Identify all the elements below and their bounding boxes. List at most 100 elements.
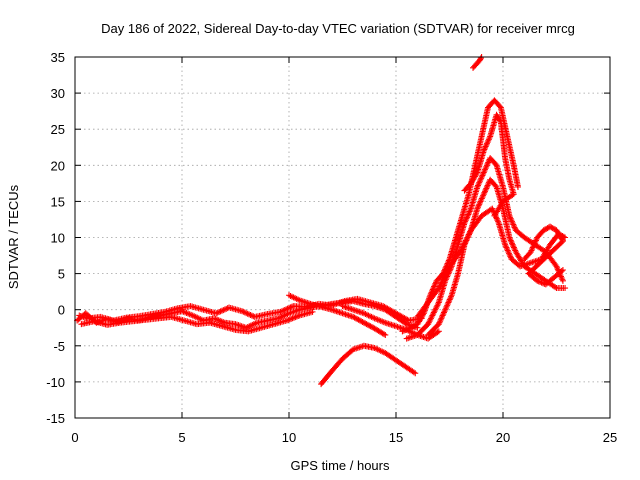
data-point <box>477 55 484 62</box>
data-point <box>481 168 488 175</box>
data-point <box>559 277 566 284</box>
data-point <box>445 299 452 306</box>
data-point <box>350 313 357 320</box>
x-tick-label: 25 <box>603 430 617 445</box>
y-tick-label: 15 <box>51 194 65 209</box>
y-tick-label: -5 <box>53 339 65 354</box>
data-point <box>507 214 514 221</box>
data-point <box>558 268 565 275</box>
x-axis-label: GPS time / hours <box>291 458 390 473</box>
data-point <box>309 308 316 315</box>
data-point <box>480 191 487 198</box>
data-point <box>427 316 434 323</box>
data-point <box>482 166 489 173</box>
data-point <box>480 170 487 177</box>
data-point <box>439 313 446 320</box>
data-point <box>509 220 516 227</box>
data-point <box>444 267 451 274</box>
chart-title: Day 186 of 2022, Sidereal Day-to-day VTE… <box>101 21 575 36</box>
y-tick-label: 25 <box>51 122 65 137</box>
y-axis-label: SDTVAR / TECUs <box>6 184 21 289</box>
data-point <box>474 204 481 211</box>
data-point <box>439 312 446 319</box>
data-point <box>457 248 464 255</box>
data-point <box>480 192 487 199</box>
x-tick-label: 0 <box>71 430 78 445</box>
data-point <box>437 282 444 289</box>
data-point <box>284 305 291 312</box>
data-point <box>484 182 491 189</box>
data-point <box>482 186 489 193</box>
data-point <box>247 311 254 318</box>
data-point <box>543 225 550 232</box>
data-point <box>437 316 444 323</box>
data-point <box>362 320 369 327</box>
data-point <box>367 323 374 330</box>
data-point <box>495 218 502 225</box>
data-point <box>529 246 536 253</box>
data-point <box>446 298 453 305</box>
data-point <box>476 179 483 186</box>
data-point <box>508 217 515 224</box>
data-point <box>508 218 515 225</box>
data-point <box>478 175 485 182</box>
data-point <box>464 234 471 241</box>
data-point <box>482 143 489 150</box>
data-point <box>481 189 488 196</box>
data-point <box>514 183 521 190</box>
data-point <box>368 324 375 331</box>
data-point <box>554 264 561 271</box>
data-point <box>428 313 435 320</box>
data-point <box>364 321 371 328</box>
data-point <box>507 253 514 260</box>
data-point <box>286 316 293 323</box>
data-point <box>445 266 452 273</box>
data-point <box>528 247 535 254</box>
data-point <box>482 188 489 195</box>
data-point <box>509 241 516 248</box>
data-point <box>506 212 513 219</box>
data-point <box>288 315 295 322</box>
data-point <box>559 266 566 273</box>
data-point <box>480 169 487 176</box>
axis-ticks: 0 5 10 15 20 25 -15 -10 -5 0 5 10 15 20 25 30 35 <box>46 50 617 445</box>
data-point <box>538 279 545 286</box>
data-point <box>435 285 442 292</box>
data-point <box>427 315 434 322</box>
data-point <box>283 306 290 313</box>
data-point <box>240 308 247 315</box>
data-point <box>494 217 501 224</box>
y-tick-label: -10 <box>46 375 65 390</box>
data-point <box>440 276 447 283</box>
data-point <box>532 237 539 244</box>
data-point <box>431 308 438 315</box>
data-point <box>221 306 228 313</box>
data-point <box>403 326 410 333</box>
data-point <box>477 176 484 183</box>
data-point <box>409 324 416 331</box>
data-point <box>213 310 220 317</box>
data-point <box>244 310 251 317</box>
data-point <box>497 117 504 124</box>
data-point <box>461 240 468 247</box>
data-point <box>354 316 361 323</box>
data-point <box>510 243 517 250</box>
data-point <box>474 205 481 212</box>
data-point <box>366 322 373 329</box>
data-point <box>430 285 437 292</box>
data-point <box>529 244 536 251</box>
data-point <box>483 162 490 169</box>
data-point <box>436 283 443 290</box>
data-point <box>217 308 224 315</box>
data-point <box>442 270 449 277</box>
data-point <box>248 312 255 319</box>
data-point <box>473 170 480 177</box>
data-point <box>486 134 493 141</box>
data-point <box>429 312 436 319</box>
x-tick-label: 10 <box>282 430 296 445</box>
data-point <box>530 243 537 250</box>
data-point <box>458 246 465 253</box>
data-point <box>506 251 513 258</box>
y-tick-label: 0 <box>58 303 65 318</box>
data-point <box>466 208 473 215</box>
